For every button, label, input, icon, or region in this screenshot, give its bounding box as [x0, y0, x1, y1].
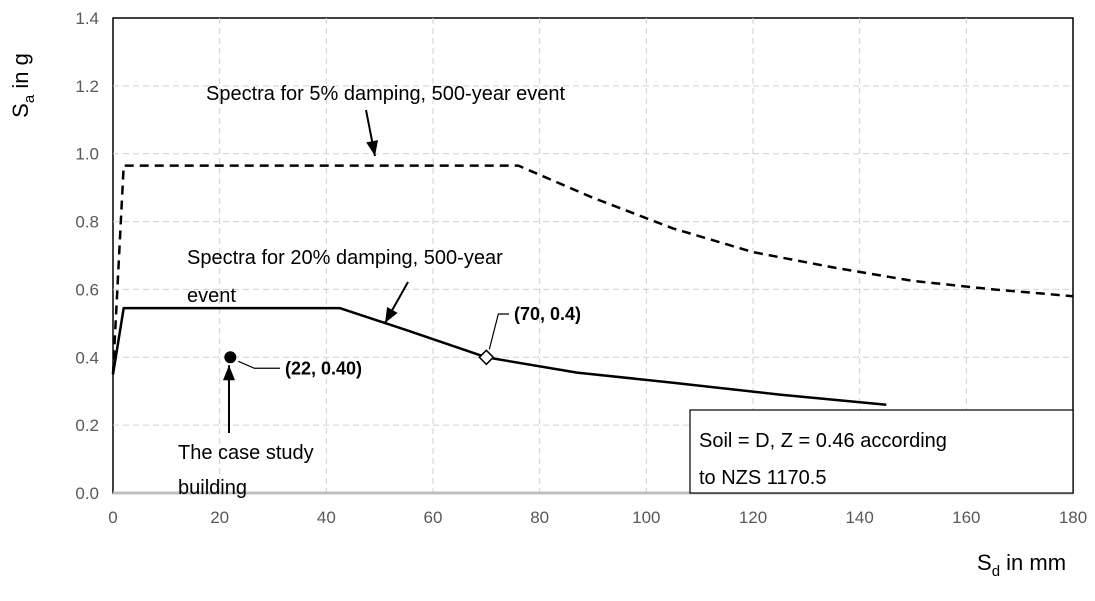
soil-info-box — [689, 409, 1074, 494]
y-axis-title: Sa in g — [8, 53, 38, 118]
series-line-0 — [111, 164, 1074, 375]
x-tick-label: 40 — [317, 508, 336, 527]
case-study-leader — [238, 360, 280, 369]
arrow-case-study-head — [223, 365, 235, 381]
y-tick-label: 0.2 — [75, 416, 99, 435]
y-tick-labels: 0.0 0.2 0.4 0.6 0.8 1.0 1.2 1.4 — [75, 9, 99, 503]
y-tick-label: 1.0 — [75, 145, 99, 164]
case-study-point-label: (22, 0.40) — [285, 358, 362, 378]
y-tick-label: 0.4 — [75, 348, 99, 367]
arrow-spectra-5pct-head — [366, 140, 379, 156]
arrow-spectra-20pct-head — [385, 306, 398, 323]
annotation-spectra-20pct-line2: event — [187, 285, 236, 307]
x-tick-label: 100 — [632, 508, 660, 527]
annotation-spectra-5pct: Spectra for 5% damping, 500-year event — [206, 83, 566, 105]
x-tick-label: 80 — [530, 508, 549, 527]
x-tick-label: 0 — [108, 508, 117, 527]
y-tick-label: 1.2 — [75, 77, 99, 96]
x-tick-label: 140 — [845, 508, 873, 527]
x-tick-label: 160 — [952, 508, 980, 527]
soil-info-line2: to NZS 1170.5 — [699, 467, 826, 489]
x-axis-title: Sd in mm — [977, 550, 1066, 580]
case-study-point — [224, 351, 237, 364]
intersection-point-label: (70, 0.4) — [514, 304, 581, 324]
y-tick-label: 0.0 — [75, 484, 99, 503]
annotations: (22, 0.40) (70, 0.4) — [223, 109, 581, 433]
annotation-spectra-20pct-line1: Spectra for 20% damping, 500-year — [187, 247, 503, 269]
annotation-case-study-line1: The case study — [178, 442, 314, 464]
intersection-point — [478, 349, 495, 366]
y-tick-label: 0.8 — [75, 213, 99, 232]
y-tick-label: 1.4 — [75, 9, 99, 28]
x-tick-labels: 0 20 40 60 80 100 120 140 160 180 — [108, 508, 1087, 527]
annotation-case-study-line2: building — [178, 477, 247, 499]
y-tick-label: 0.6 — [75, 280, 99, 299]
x-tick-label: 120 — [739, 508, 767, 527]
x-tick-label: 20 — [210, 508, 229, 527]
x-tick-label: 180 — [1059, 508, 1087, 527]
intersection-leader — [488, 313, 509, 350]
soil-info-line1: Soil = D, Z = 0.46 according — [699, 430, 947, 452]
x-tick-label: 60 — [424, 508, 443, 527]
